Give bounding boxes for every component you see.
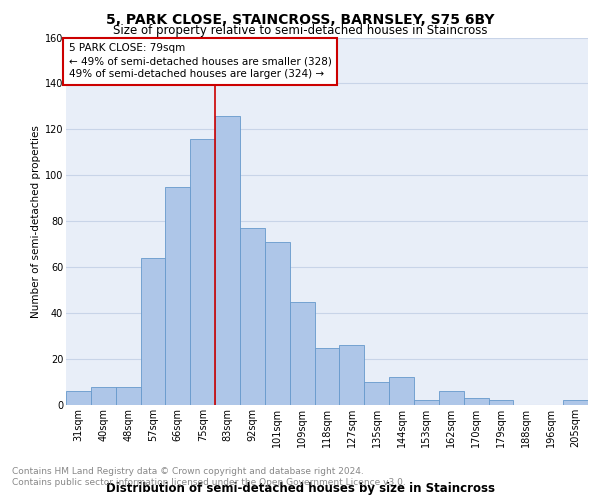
Text: Size of property relative to semi-detached houses in Staincross: Size of property relative to semi-detach… [113,24,487,37]
Bar [290,302,314,405]
Y-axis label: Number of semi-detached properties: Number of semi-detached properties [31,125,41,318]
Bar [340,346,364,405]
Text: 5, PARK CLOSE, STAINCROSS, BARNSLEY, S75 6BY: 5, PARK CLOSE, STAINCROSS, BARNSLEY, S75… [106,12,494,26]
Bar [215,116,240,405]
Bar [116,386,140,405]
Bar [166,187,190,405]
Text: Distribution of semi-detached houses by size in Staincross: Distribution of semi-detached houses by … [106,482,494,495]
Bar [364,382,389,405]
Bar [66,391,91,405]
Bar [140,258,166,405]
Bar [488,400,514,405]
Bar [240,228,265,405]
Bar [265,242,290,405]
Bar [190,138,215,405]
Bar [314,348,340,405]
Bar [91,386,116,405]
Bar [563,400,588,405]
Bar [439,391,464,405]
Text: 5 PARK CLOSE: 79sqm
← 49% of semi-detached houses are smaller (328)
49% of semi-: 5 PARK CLOSE: 79sqm ← 49% of semi-detach… [68,43,331,80]
Text: Contains HM Land Registry data © Crown copyright and database right 2024.
Contai: Contains HM Land Registry data © Crown c… [12,468,406,487]
Bar [414,400,439,405]
Bar [464,398,488,405]
Bar [389,378,414,405]
